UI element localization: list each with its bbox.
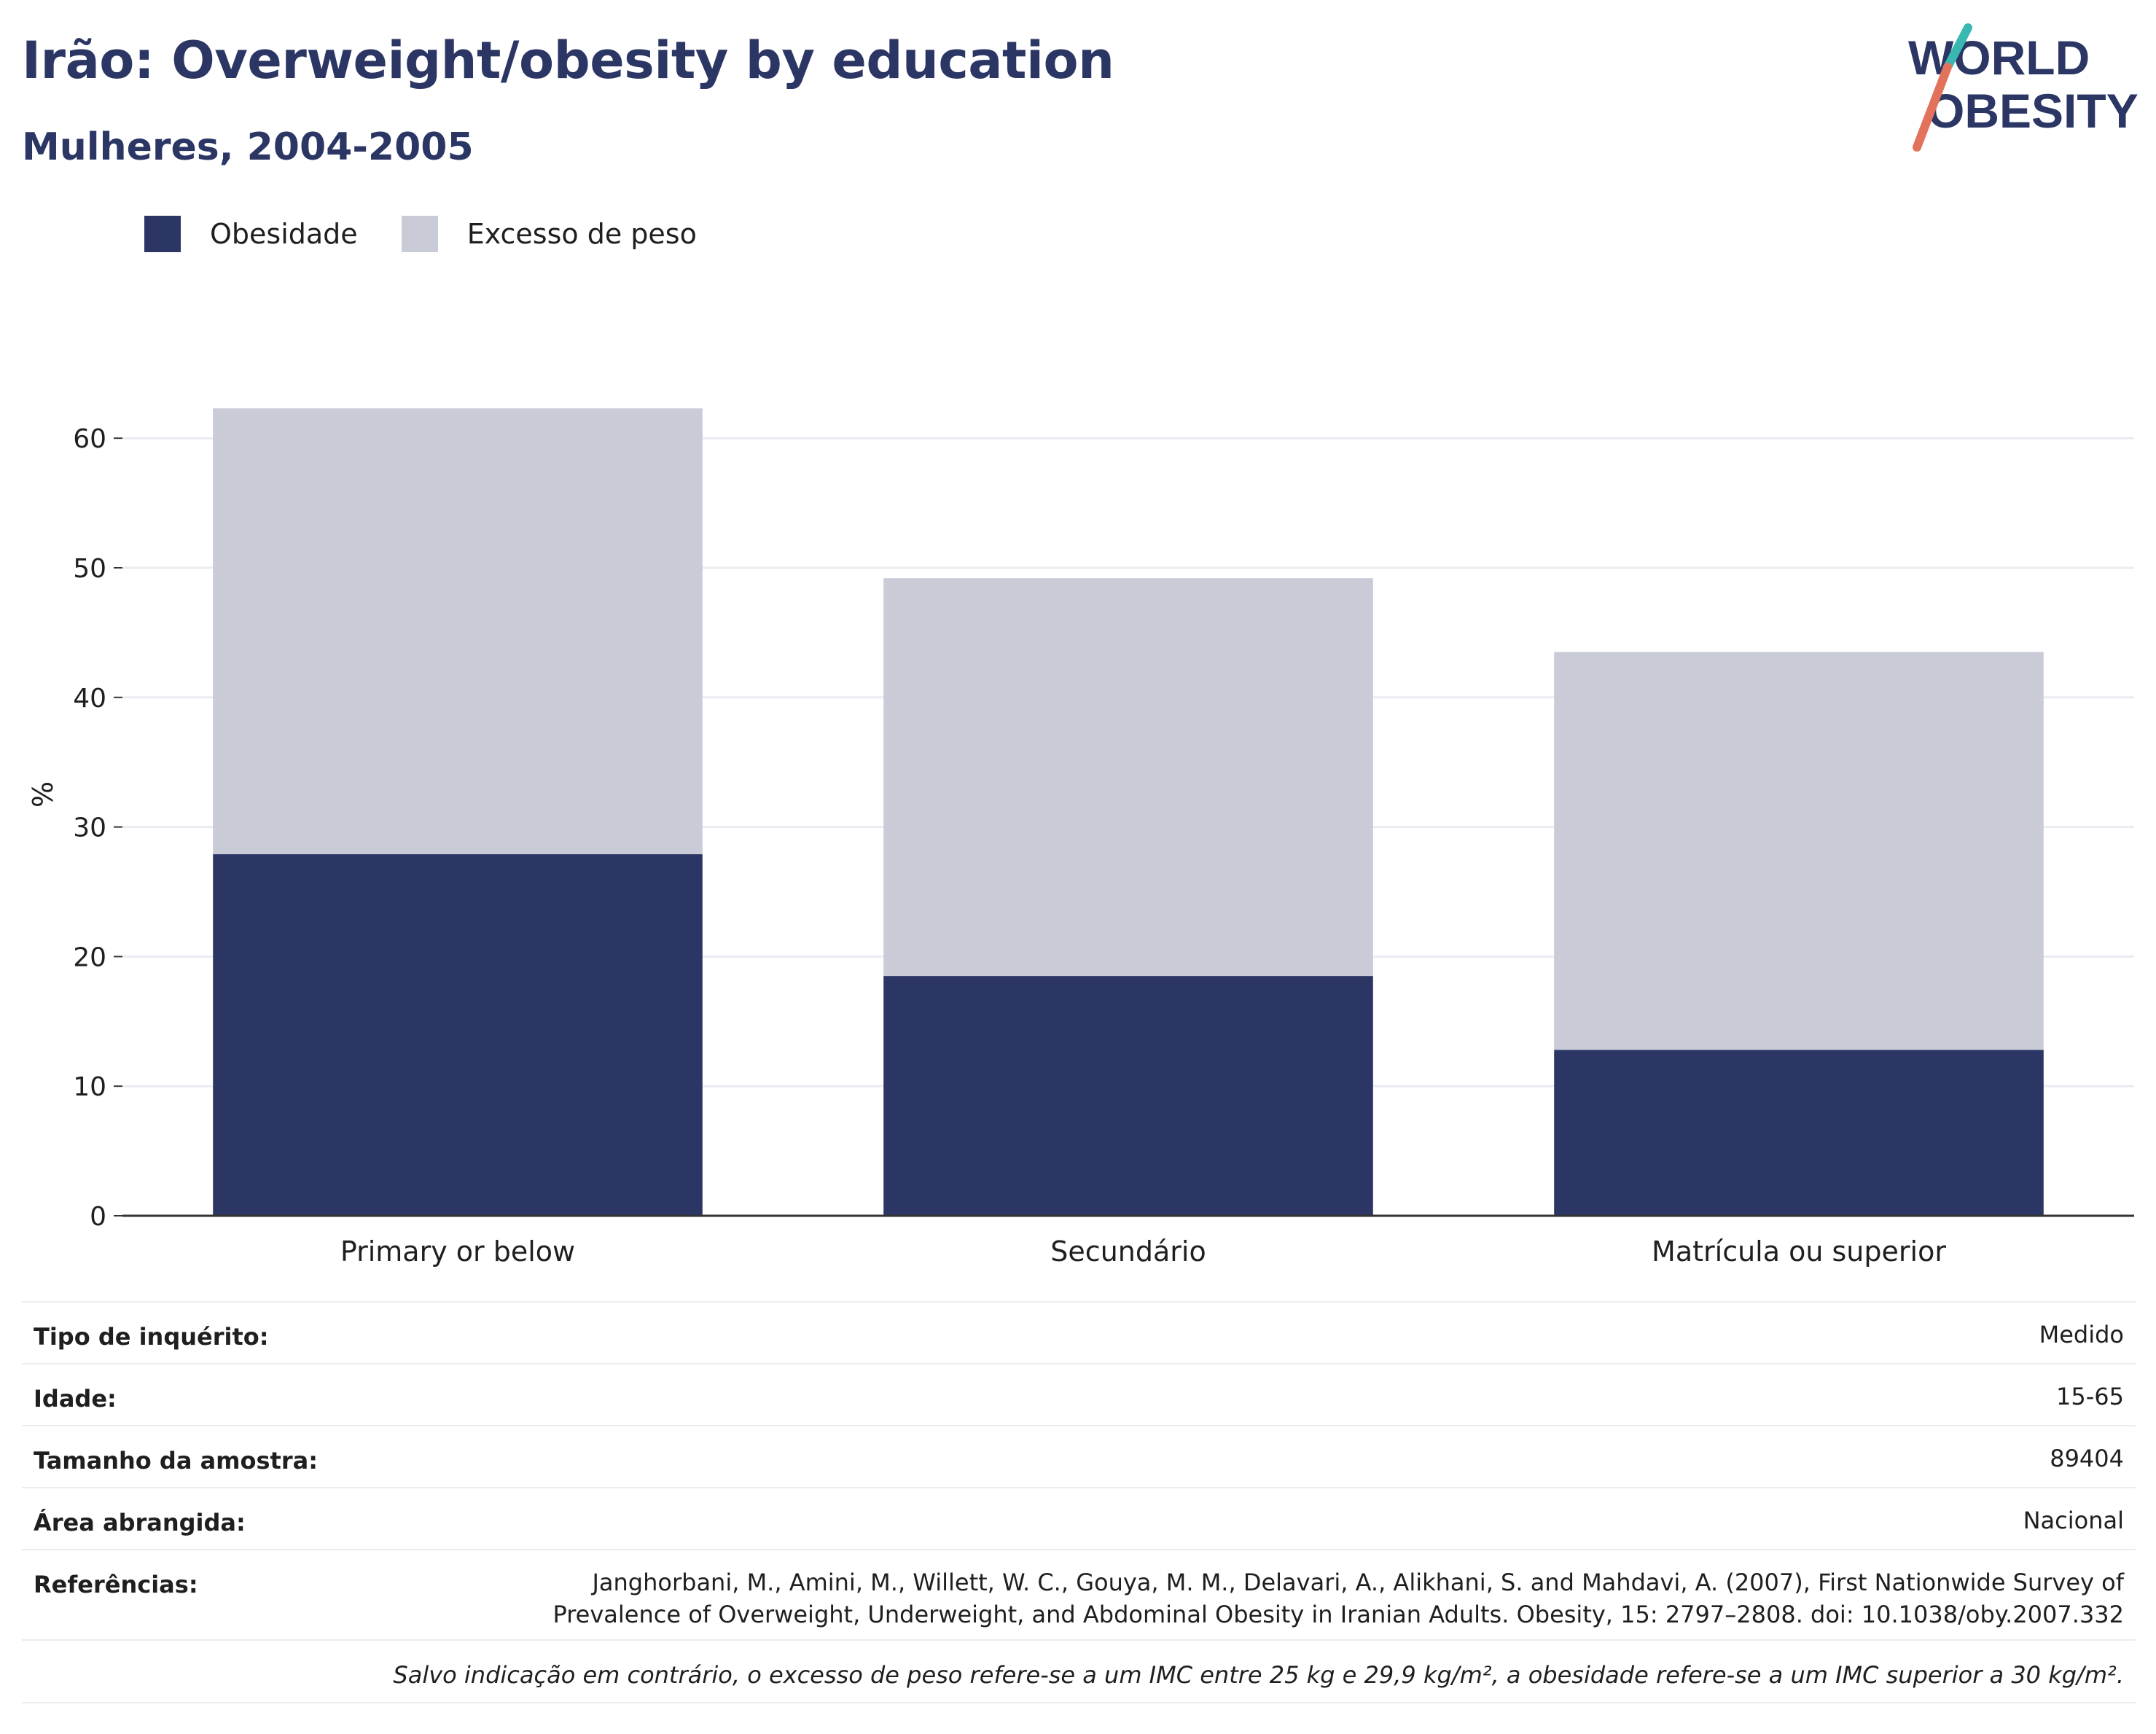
chart-title: Irão: Overweight/obesity by education xyxy=(22,31,1114,90)
meta-label-survey-type: Tipo de inquérito: xyxy=(34,1323,269,1351)
meta-row-age: Idade: 15-65 xyxy=(22,1363,2136,1425)
bar-obesity-0[interactable] xyxy=(213,854,703,1216)
bar-obesity-2[interactable] xyxy=(1554,1050,2044,1216)
logo-slash-teal xyxy=(1943,23,1972,71)
meta-label-age: Idade: xyxy=(34,1385,117,1413)
meta-row-survey-type: Tipo de inquérito: Medido xyxy=(22,1301,2136,1363)
meta-label-area: Área abrangida: xyxy=(34,1509,246,1536)
bar-layer xyxy=(213,408,2044,1216)
logo-line-2: OBESITY xyxy=(1927,84,2139,138)
meta-row-references: Referências: Janghorbani, M., Amini, M.,… xyxy=(22,1549,2136,1639)
references-line-2: Prevalence of Overweight, Underweight, a… xyxy=(552,1601,2124,1628)
bar-overweight-1[interactable] xyxy=(883,578,1373,977)
x-tick-label: Primary or below xyxy=(340,1235,575,1268)
bar-overweight-0[interactable] xyxy=(213,408,703,854)
y-tick-label: 20 xyxy=(73,942,106,972)
meta-value-age: 15-65 xyxy=(2056,1383,2124,1410)
metadata-table: Tipo de inquérito: Medido Idade: 15-65 T… xyxy=(22,1301,2136,1703)
legend: Obesidade Excesso de peso xyxy=(144,216,741,252)
world-obesity-logo: WORLD OBESITY xyxy=(1908,23,2139,152)
axis-layer: 0 10 20 30 40 50 60 Primary or below Secundário M… xyxy=(73,424,2134,1268)
y-tick-label: 40 xyxy=(73,684,106,714)
bar-chart: 0 10 20 30 40 50 60 Primary or below Secundário M… xyxy=(27,408,2134,1268)
meta-value-references: Janghorbani, M., Amini, M., Willett, W. … xyxy=(552,1566,2124,1630)
y-tick-label: 50 xyxy=(73,554,106,584)
x-tick-label: Matrícula ou superior xyxy=(1652,1235,1946,1268)
meta-row-note: Salvo indicação em contrário, o excesso … xyxy=(22,1639,2136,1703)
y-tick-label: 0 xyxy=(90,1202,106,1232)
bar-overweight-2[interactable] xyxy=(1554,652,2044,1050)
chart-subtitle: Mulheres, 2004-2005 xyxy=(22,125,474,169)
legend-item-obesity[interactable]: Obesidade xyxy=(144,216,358,252)
meta-value-area: Nacional xyxy=(2023,1507,2124,1534)
meta-label-sample-size: Tamanho da amostra: xyxy=(34,1447,318,1475)
bar-obesity-1[interactable] xyxy=(883,976,1373,1216)
meta-label-references: Referências: xyxy=(34,1571,198,1598)
y-tick-label: 30 xyxy=(73,813,106,843)
legend-label-obesity: Obesidade xyxy=(210,218,358,250)
references-line-1: Janghorbani, M., Amini, M., Willett, W. … xyxy=(592,1569,2124,1596)
x-tick-label: Secundário xyxy=(1050,1235,1206,1268)
meta-row-sample-size: Tamanho da amostra: 89404 xyxy=(22,1425,2136,1487)
meta-value-sample-size: 89404 xyxy=(2050,1445,2124,1472)
y-tick-label: 60 xyxy=(73,424,106,454)
definition-note: Salvo indicação em contrário, o excesso … xyxy=(393,1661,2124,1689)
legend-swatch-overweight xyxy=(401,216,438,252)
meta-value-survey-type: Medido xyxy=(2039,1321,2124,1348)
legend-swatch-obesity xyxy=(144,216,181,252)
y-tick-label: 10 xyxy=(73,1072,106,1102)
logo-slash-coral xyxy=(1913,63,1952,152)
logo-line-1: WORLD xyxy=(1908,31,2090,85)
legend-label-overweight: Excesso de peso xyxy=(466,218,697,250)
legend-item-overweight[interactable]: Excesso de peso xyxy=(401,216,697,252)
y-axis-label: % xyxy=(27,781,59,808)
meta-row-area: Área abrangida: Nacional xyxy=(22,1487,2136,1549)
